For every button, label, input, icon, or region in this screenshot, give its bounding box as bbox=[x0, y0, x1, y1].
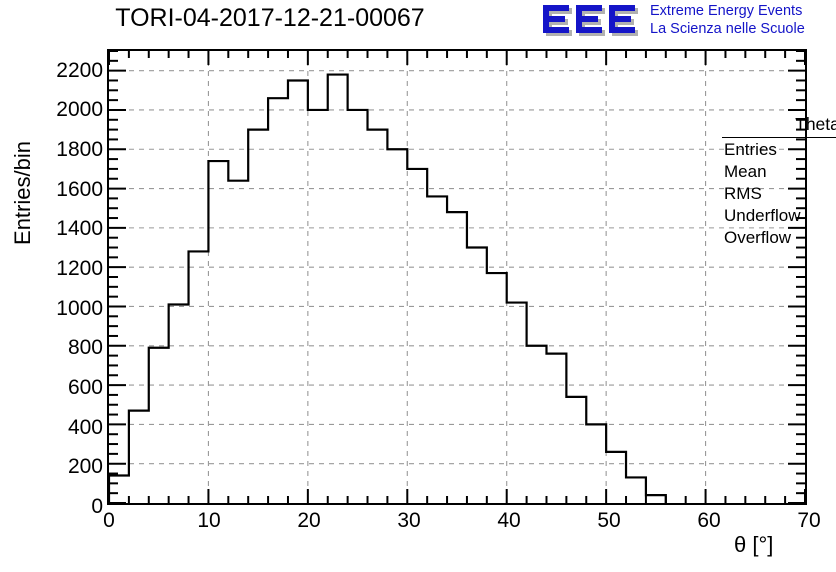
y-tick-label: 600 bbox=[67, 376, 103, 400]
grid-and-ticks bbox=[109, 51, 805, 503]
y-tick-label: 0 bbox=[91, 495, 103, 518]
stats-row: RMS10.68 bbox=[721, 182, 836, 204]
y-tick-label: 800 bbox=[67, 336, 103, 360]
eee-letter-shadow bbox=[612, 8, 638, 36]
stats-row-key: Underflow bbox=[724, 206, 801, 225]
eee-letter-front bbox=[576, 5, 602, 33]
stats-row-key: RMS bbox=[724, 184, 762, 203]
eee-logo-line2: La Scienza nelle Scuole bbox=[650, 21, 805, 37]
stats-row: Mean21.53 bbox=[721, 160, 836, 182]
page-title: TORI-04-2017-12-21-00067 bbox=[115, 3, 425, 32]
stats-row: Entries43497 bbox=[721, 138, 836, 160]
eee-logo-line1: Extreme Energy Events bbox=[650, 3, 803, 19]
stats-row: Overflow0 bbox=[721, 226, 836, 248]
eee-letter-front bbox=[609, 5, 635, 33]
eee-logo-text: Extreme Energy Events La Scienza nelle S… bbox=[650, 2, 836, 38]
eee-logo: Extreme Energy Events La Scienza nelle S… bbox=[540, 2, 836, 40]
y-tick-label: 1400 bbox=[56, 217, 103, 241]
x-tick-label: 30 bbox=[397, 509, 421, 532]
stats-row-key: Overflow bbox=[724, 228, 792, 247]
x-tick-label: 10 bbox=[197, 509, 221, 532]
eee-letter-1 bbox=[543, 5, 572, 36]
y-tick-label: 1600 bbox=[56, 177, 103, 201]
plot-area: Theta Entries43497Mean21.53RMS10.68Under… bbox=[107, 49, 836, 505]
eee-letter-2 bbox=[576, 5, 605, 36]
x-tick-label: 20 bbox=[297, 509, 321, 532]
eee-logo-mark bbox=[543, 5, 639, 36]
y-tick-label: 1000 bbox=[56, 296, 103, 320]
eee-letter-shadow bbox=[579, 8, 605, 36]
stats-row-key: Entries bbox=[724, 140, 777, 159]
x-tick-label: 40 bbox=[497, 509, 521, 532]
y-tick-label: 400 bbox=[67, 415, 103, 439]
eee-letter-shadow bbox=[546, 8, 572, 36]
y-tick-label: 1800 bbox=[56, 138, 103, 162]
y-tick-label: 2000 bbox=[56, 98, 103, 122]
stats-row-key: Mean bbox=[724, 162, 767, 181]
stats-box-rows: Entries43497Mean21.53RMS10.68Underflow0O… bbox=[721, 138, 836, 248]
eee-letter-front bbox=[543, 5, 569, 33]
y-tick-label: 2200 bbox=[56, 58, 103, 82]
x-axis-title: θ [°] bbox=[734, 532, 774, 557]
x-tick-label: 0 bbox=[103, 509, 115, 532]
y-tick-label: 200 bbox=[67, 455, 103, 479]
x-axis-tick-labels: 0 10 20 30 40 50 60 70 bbox=[103, 509, 821, 537]
x-tick-label: 60 bbox=[697, 509, 721, 532]
histogram-curve bbox=[109, 73, 667, 503]
x-tick-label: 50 bbox=[597, 509, 621, 532]
y-axis-tick-labels: 0 200 400 600 800 1000 1200 1400 1600 1800 2000 220… bbox=[29, 49, 103, 518]
stats-row: Underflow0 bbox=[721, 204, 836, 226]
stats-box-title: Theta bbox=[722, 113, 836, 138]
stats-box[interactable]: Theta Entries43497Mean21.53RMS10.68Under… bbox=[721, 113, 836, 255]
x-tick-label: 70 bbox=[797, 509, 821, 532]
y-tick-label: 1200 bbox=[56, 257, 103, 281]
eee-letter-3 bbox=[609, 5, 638, 36]
